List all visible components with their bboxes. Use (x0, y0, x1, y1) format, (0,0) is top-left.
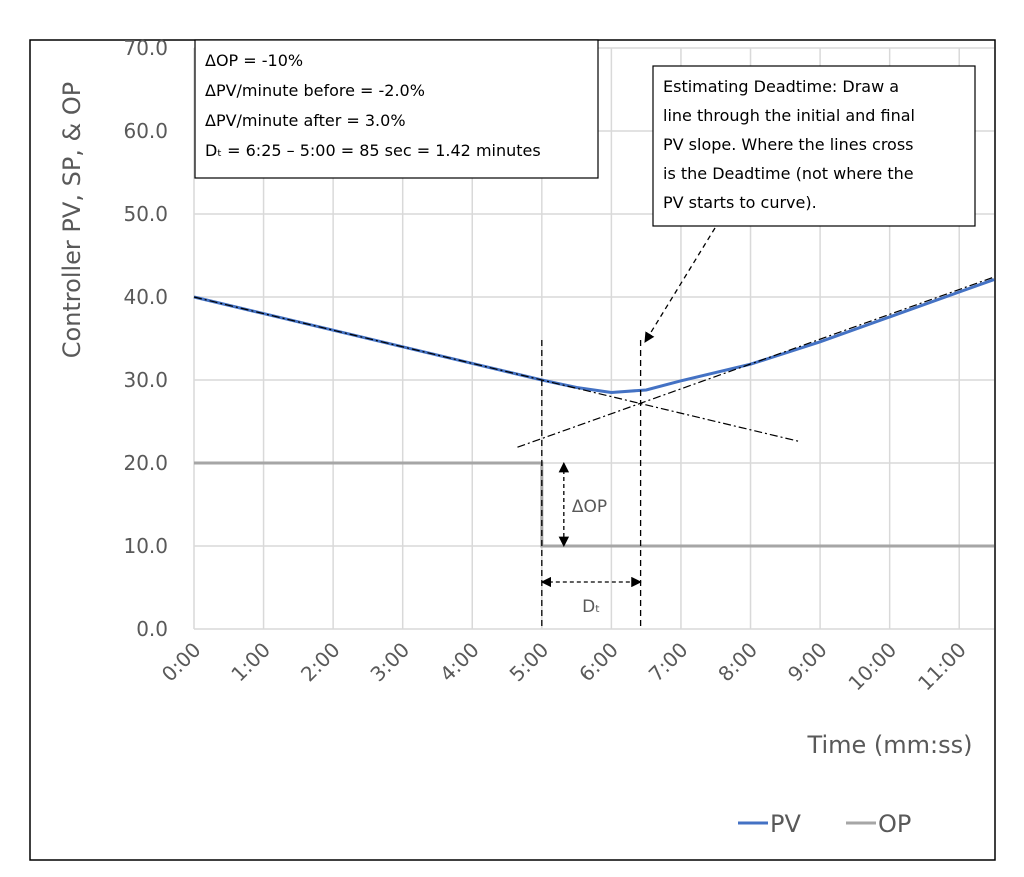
annotation-text: ΔPV/minute before = -2.0% (205, 81, 425, 100)
x-tick-label: 6:00 (574, 638, 623, 687)
delta-op-label: ΔOP (572, 497, 607, 517)
note-arrow (644, 227, 716, 343)
y-tick-label: 10.0 (123, 534, 168, 558)
x-tick-label: 8:00 (713, 638, 762, 687)
y-tick-label: 50.0 (123, 202, 168, 226)
annotation-text: PV starts to curve). (663, 193, 817, 212)
x-axis-title: Time (mm:ss) (807, 731, 973, 759)
annotation-text: ΔOP = -10% (205, 51, 303, 70)
y-tick-label: 60.0 (123, 119, 168, 143)
annotation-text: PV slope. Where the lines cross (663, 135, 914, 154)
annotation-box: Estimating Deadtime: Draw a line through … (652, 65, 976, 227)
y-axis-title: Controller PV, SP, & OP (58, 82, 86, 359)
x-tick-label: 5:00 (505, 638, 554, 687)
x-tick-label: 4:00 (435, 638, 484, 687)
legend-label: OP (878, 810, 911, 838)
annotation-text: Estimating Deadtime: Draw a (663, 77, 899, 96)
y-tick-label: 30.0 (123, 368, 168, 392)
annotation-text: ΔPV/minute after = 3.0% (205, 111, 406, 130)
x-tick-label: 7:00 (644, 638, 693, 687)
x-tick-label: 1:00 (226, 638, 275, 687)
annotation-text: is the Deadtime (not where the (663, 164, 914, 183)
x-tick-label: 2:00 (296, 638, 345, 687)
y-tick-label: 0.0 (136, 617, 168, 641)
x-tick-label: 0:00 (157, 638, 206, 687)
annotation-box: ΔOP = -10% ΔPV/minute before = -2.0% ΔPV/m… (194, 39, 599, 179)
dt-label: Dₜ (582, 597, 600, 617)
y-tick-label: 20.0 (123, 451, 168, 475)
annotation-text: line through the initial and final (663, 106, 915, 125)
trend-line (517, 276, 995, 448)
annotation-box-frame (194, 39, 599, 179)
x-tick-label: 3:00 (365, 638, 414, 687)
y-tick-label: 70.0 (123, 36, 168, 60)
x-tick-label: 9:00 (783, 638, 832, 687)
x-tick-label: 10:00 (843, 638, 901, 696)
legend-label: PV (770, 810, 801, 838)
x-tick-label: 11:00 (913, 638, 971, 696)
annotation-box-frame (652, 65, 976, 227)
trend-line (193, 296, 800, 443)
annotation-text: Dₜ = 6:25 – 5:00 = 85 sec = 1.42 minutes (205, 141, 541, 160)
y-tick-label: 40.0 (123, 285, 168, 309)
